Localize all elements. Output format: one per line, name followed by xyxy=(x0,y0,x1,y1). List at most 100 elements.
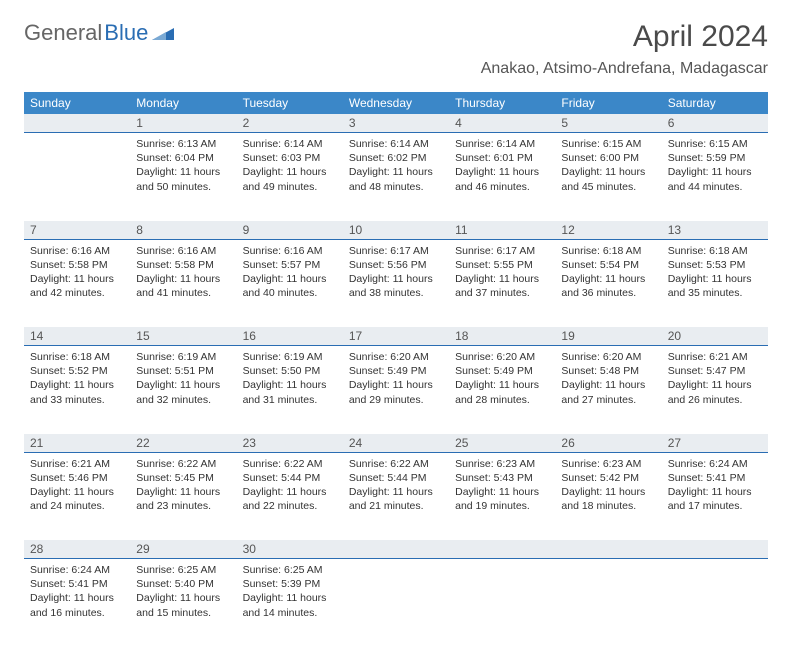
daylight-text-2: and 17 minutes. xyxy=(668,499,762,513)
daylight-text-1: Daylight: 11 hours xyxy=(561,272,655,286)
daylight-text-2: and 29 minutes. xyxy=(349,393,443,407)
sunrise-text: Sunrise: 6:19 AM xyxy=(136,350,230,364)
day-content-cell: Sunrise: 6:18 AMSunset: 5:53 PMDaylight:… xyxy=(662,239,768,327)
sunset-text: Sunset: 5:45 PM xyxy=(136,471,230,485)
sunset-text: Sunset: 5:58 PM xyxy=(30,258,124,272)
day-content-cell: Sunrise: 6:23 AMSunset: 5:42 PMDaylight:… xyxy=(555,452,661,540)
daylight-text-1: Daylight: 11 hours xyxy=(455,165,549,179)
day-content-cell xyxy=(24,133,130,221)
day-content-cell: Sunrise: 6:14 AMSunset: 6:01 PMDaylight:… xyxy=(449,133,555,221)
daylight-text-1: Daylight: 11 hours xyxy=(561,485,655,499)
title-block: April 2024 Anakao, Atsimo-Andrefana, Mad… xyxy=(481,20,768,88)
col-friday: Friday xyxy=(555,92,661,114)
day-number-cell: 19 xyxy=(555,327,661,346)
daylight-text-2: and 26 minutes. xyxy=(668,393,762,407)
day-number-cell: 23 xyxy=(237,434,343,453)
day-content-cell: Sunrise: 6:20 AMSunset: 5:49 PMDaylight:… xyxy=(449,346,555,434)
col-thursday: Thursday xyxy=(449,92,555,114)
daylight-text-1: Daylight: 11 hours xyxy=(136,272,230,286)
daylight-text-1: Daylight: 11 hours xyxy=(561,165,655,179)
day-number-cell: 13 xyxy=(662,221,768,240)
sunrise-text: Sunrise: 6:15 AM xyxy=(668,137,762,151)
brand-part2: Blue xyxy=(104,20,148,46)
daylight-text-2: and 38 minutes. xyxy=(349,286,443,300)
daylight-text-2: and 14 minutes. xyxy=(243,606,337,620)
sunrise-text: Sunrise: 6:24 AM xyxy=(30,563,124,577)
day-number-cell: 6 xyxy=(662,114,768,133)
daylight-text-2: and 41 minutes. xyxy=(136,286,230,300)
col-saturday: Saturday xyxy=(662,92,768,114)
sunrise-text: Sunrise: 6:16 AM xyxy=(30,244,124,258)
day-number-cell: 29 xyxy=(130,540,236,559)
day-content-cell: Sunrise: 6:16 AMSunset: 5:58 PMDaylight:… xyxy=(130,239,236,327)
col-monday: Monday xyxy=(130,92,236,114)
sunset-text: Sunset: 5:58 PM xyxy=(136,258,230,272)
location-text: Anakao, Atsimo-Andrefana, Madagascar xyxy=(481,60,768,78)
daylight-text-2: and 32 minutes. xyxy=(136,393,230,407)
sunset-text: Sunset: 5:49 PM xyxy=(455,364,549,378)
day-content-cell: Sunrise: 6:17 AMSunset: 5:56 PMDaylight:… xyxy=(343,239,449,327)
day-number-cell: 21 xyxy=(24,434,130,453)
day-number-cell: 5 xyxy=(555,114,661,133)
daylight-text-2: and 44 minutes. xyxy=(668,180,762,194)
sunrise-text: Sunrise: 6:18 AM xyxy=(30,350,124,364)
day-number-cell xyxy=(24,114,130,133)
sunrise-text: Sunrise: 6:22 AM xyxy=(243,457,337,471)
day-content-cell: Sunrise: 6:18 AMSunset: 5:54 PMDaylight:… xyxy=(555,239,661,327)
sunrise-text: Sunrise: 6:20 AM xyxy=(455,350,549,364)
daylight-text-1: Daylight: 11 hours xyxy=(136,591,230,605)
day-content-cell xyxy=(555,559,661,647)
sunrise-text: Sunrise: 6:23 AM xyxy=(561,457,655,471)
logo-triangle-icon xyxy=(152,20,174,46)
col-sunday: Sunday xyxy=(24,92,130,114)
sunset-text: Sunset: 5:49 PM xyxy=(349,364,443,378)
day-number-cell: 7 xyxy=(24,221,130,240)
day-number-cell: 11 xyxy=(449,221,555,240)
sunrise-text: Sunrise: 6:15 AM xyxy=(561,137,655,151)
day-content-cell: Sunrise: 6:20 AMSunset: 5:48 PMDaylight:… xyxy=(555,346,661,434)
daylight-text-1: Daylight: 11 hours xyxy=(455,485,549,499)
day-content-cell xyxy=(343,559,449,647)
day-content-cell: Sunrise: 6:22 AMSunset: 5:44 PMDaylight:… xyxy=(343,452,449,540)
sunrise-text: Sunrise: 6:22 AM xyxy=(349,457,443,471)
daylight-text-2: and 27 minutes. xyxy=(561,393,655,407)
daylight-text-1: Daylight: 11 hours xyxy=(455,378,549,392)
daylight-text-2: and 50 minutes. xyxy=(136,180,230,194)
sunrise-text: Sunrise: 6:18 AM xyxy=(668,244,762,258)
day-content-cell: Sunrise: 6:22 AMSunset: 5:45 PMDaylight:… xyxy=(130,452,236,540)
col-tuesday: Tuesday xyxy=(237,92,343,114)
sunrise-text: Sunrise: 6:19 AM xyxy=(243,350,337,364)
sunset-text: Sunset: 5:42 PM xyxy=(561,471,655,485)
sunset-text: Sunset: 6:04 PM xyxy=(136,151,230,165)
day-number-cell: 8 xyxy=(130,221,236,240)
daylight-text-1: Daylight: 11 hours xyxy=(243,272,337,286)
daylight-text-1: Daylight: 11 hours xyxy=(349,378,443,392)
day-number-cell: 15 xyxy=(130,327,236,346)
sunset-text: Sunset: 5:59 PM xyxy=(668,151,762,165)
day-number-row: 21222324252627 xyxy=(24,434,768,453)
month-title: April 2024 xyxy=(481,20,768,54)
day-content-cell: Sunrise: 6:14 AMSunset: 6:03 PMDaylight:… xyxy=(237,133,343,221)
daylight-text-1: Daylight: 11 hours xyxy=(668,165,762,179)
daylight-text-2: and 21 minutes. xyxy=(349,499,443,513)
day-number-cell: 12 xyxy=(555,221,661,240)
day-content-row: Sunrise: 6:16 AMSunset: 5:58 PMDaylight:… xyxy=(24,239,768,327)
daylight-text-2: and 22 minutes. xyxy=(243,499,337,513)
calendar-table: Sunday Monday Tuesday Wednesday Thursday… xyxy=(24,92,768,647)
sunrise-text: Sunrise: 6:14 AM xyxy=(243,137,337,151)
sunset-text: Sunset: 5:40 PM xyxy=(136,577,230,591)
sunset-text: Sunset: 5:41 PM xyxy=(30,577,124,591)
day-content-cell: Sunrise: 6:15 AMSunset: 6:00 PMDaylight:… xyxy=(555,133,661,221)
daylight-text-1: Daylight: 11 hours xyxy=(136,165,230,179)
sunrise-text: Sunrise: 6:20 AM xyxy=(561,350,655,364)
daylight-text-2: and 28 minutes. xyxy=(455,393,549,407)
sunrise-text: Sunrise: 6:14 AM xyxy=(455,137,549,151)
sunset-text: Sunset: 5:51 PM xyxy=(136,364,230,378)
sunrise-text: Sunrise: 6:25 AM xyxy=(136,563,230,577)
brand-part1: General xyxy=(24,20,102,46)
daylight-text-2: and 24 minutes. xyxy=(30,499,124,513)
sunset-text: Sunset: 5:54 PM xyxy=(561,258,655,272)
daylight-text-2: and 18 minutes. xyxy=(561,499,655,513)
day-content-cell: Sunrise: 6:16 AMSunset: 5:57 PMDaylight:… xyxy=(237,239,343,327)
day-content-cell: Sunrise: 6:20 AMSunset: 5:49 PMDaylight:… xyxy=(343,346,449,434)
